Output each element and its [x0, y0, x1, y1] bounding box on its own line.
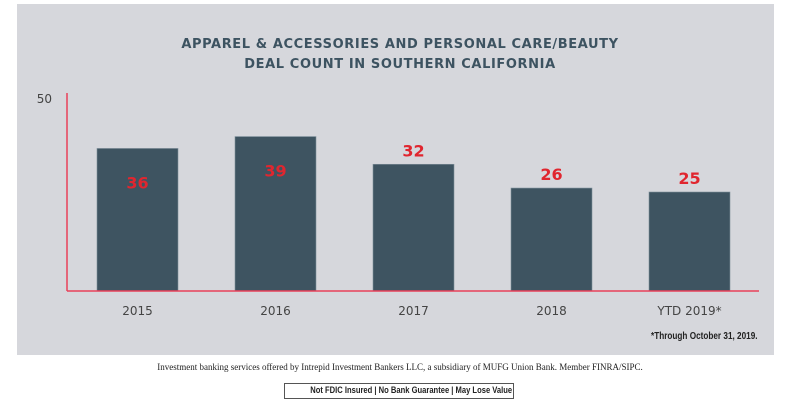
bars-group [96, 136, 731, 292]
x-tick-label: 2016 [260, 304, 291, 318]
y-tick-label: 50 [37, 92, 52, 106]
footnote: *Through October 31, 2019. [651, 330, 758, 342]
data-label: 36 [126, 173, 148, 192]
labels-group: 36 2015 39 2016 32 2017 26 2018 25 YTD 2019* [122, 141, 721, 318]
disclaimer: Investment banking services offered by I… [157, 362, 643, 372]
chart-title: APPAREL & ACCESSORIES AND PERSONAL CARE/… [0, 35, 800, 75]
x-tick-label: 2017 [398, 304, 429, 318]
chart-title-line-2: DEAL COUNT IN SOUTHERN CALIFORNIA [244, 57, 556, 72]
bar-2015 [96, 148, 179, 292]
bar-YTD 2019* [648, 191, 731, 292]
fdic-notice: Not FDIC Insured | No Bank Guarantee | M… [284, 383, 514, 399]
chart-title-line-1: APPAREL & ACCESSORIES AND PERSONAL CARE/… [181, 37, 619, 52]
bar-2018 [510, 187, 593, 292]
data-label: 39 [264, 162, 286, 181]
x-tick-label: YTD 2019* [656, 304, 721, 318]
data-label: 26 [540, 165, 562, 184]
bar-2016 [234, 136, 317, 292]
x-tick-label: 2015 [122, 304, 153, 318]
x-tick-label: 2018 [536, 304, 567, 318]
data-label: 32 [402, 141, 424, 160]
bar-2017 [372, 163, 455, 292]
data-label: 25 [678, 169, 700, 188]
fdic-notice-text: Not FDIC Insured | No Bank Guarantee | M… [310, 385, 513, 396]
